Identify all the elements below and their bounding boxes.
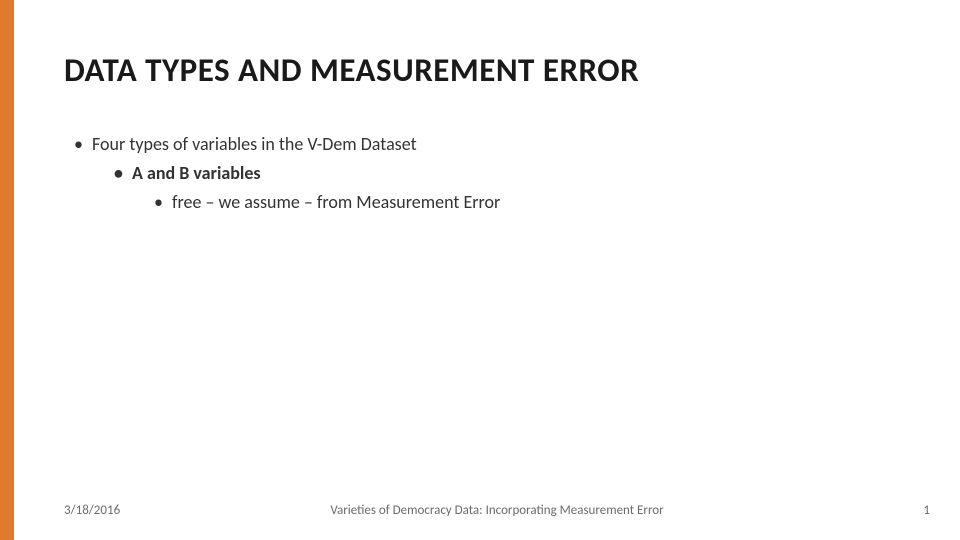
bullet-lvl3: free – we assume – from Measurement Erro… <box>64 188 910 217</box>
slide-footer: 3/18/2016 Varieties of Democracy Data: I… <box>64 503 930 518</box>
slide-title: DATA TYPES AND MEASUREMENT ERROR <box>64 50 910 90</box>
footer-date: 3/18/2016 <box>64 503 120 518</box>
accent-bar <box>0 0 14 540</box>
bullet-lvl2: A and B variables <box>64 159 910 188</box>
footer-title: Varieties of Democracy Data: Incorporati… <box>64 503 930 518</box>
footer-page: 1 <box>923 503 930 518</box>
bullet-list: Four types of variables in the V-Dem Dat… <box>64 130 910 216</box>
bullet-lvl1: Four types of variables in the V-Dem Dat… <box>64 130 910 159</box>
slide-body: DATA TYPES AND MEASUREMENT ERROR Four ty… <box>14 0 960 540</box>
